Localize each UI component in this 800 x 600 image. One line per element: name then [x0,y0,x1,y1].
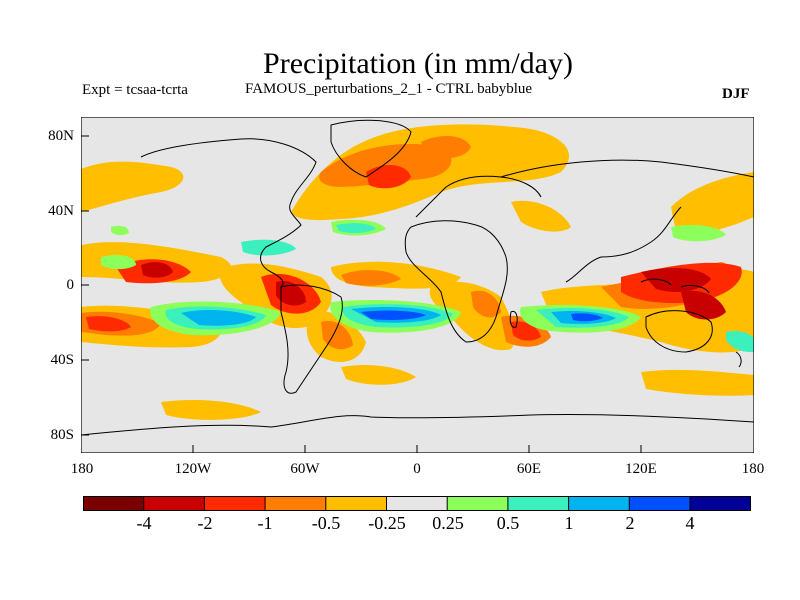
precipitation-map [81,117,754,453]
lat-tick-80n: 80N [48,128,74,144]
legend-label: -0.25 [368,513,406,533]
colorbar-swatch [143,496,205,511]
map-title: Precipitation (in mm/day) [263,47,573,80]
lon-tick-120e: 120E [625,461,657,477]
legend-label: -4 [136,513,152,533]
legend-label: 2 [625,513,635,533]
colorbar-swatch [204,496,266,511]
colorbar-swatch [568,496,630,511]
colorbar-swatch [83,496,144,511]
colorbar-swatch [386,496,448,511]
lat-tick-40s: 40S [50,352,74,368]
lon-tick-120w: 120W [174,461,212,477]
legend-label: -0.5 [311,513,341,533]
lon-tick-180w: 180 [70,461,94,477]
lon-tick-60w: 60W [290,461,320,477]
legend-label: 0.25 [432,513,464,533]
colorbar-swatch [629,496,690,511]
colorbar-swatch [690,496,751,511]
lon-tick-60e: 60E [516,461,542,477]
coastlines [81,119,754,436]
legend-label: 0.5 [496,513,520,533]
lon-tick-180e: 180 [741,461,765,477]
colorbar-swatch [447,496,508,511]
legend-label: 1 [564,513,574,533]
experiment-label: Expt = tcsaa-tcrta [82,82,188,98]
season-label: DJF [722,86,750,102]
colorbar-swatch [265,496,326,511]
map-ticks [81,135,642,453]
colorbar [83,496,751,511]
lat-tick-80s: 80S [50,427,74,443]
lon-tick-0: 0 [413,461,421,477]
legend-label: -2 [197,513,213,533]
legend-label: 4 [685,513,695,533]
negative-anomaly-fields [81,124,754,420]
run-label: FAMOUS_perturbations_2_1 - CTRL babyblue [245,81,533,97]
lat-tick-40n: 40N [48,203,74,219]
lat-tick-0: 0 [66,277,75,293]
colorbar-swatch [325,496,387,511]
legend-label: -1 [257,513,273,533]
positive-anomaly-fields [101,219,754,353]
colorbar-swatch [507,496,569,511]
